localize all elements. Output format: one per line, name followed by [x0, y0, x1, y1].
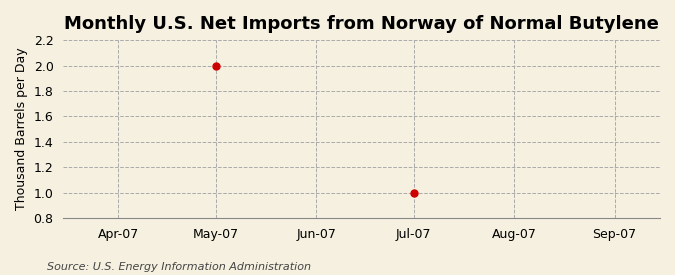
- Text: Source: U.S. Energy Information Administration: Source: U.S. Energy Information Administ…: [47, 262, 311, 271]
- Title: Monthly U.S. Net Imports from Norway of Normal Butylene: Monthly U.S. Net Imports from Norway of …: [64, 15, 659, 33]
- Y-axis label: Thousand Barrels per Day: Thousand Barrels per Day: [15, 48, 28, 210]
